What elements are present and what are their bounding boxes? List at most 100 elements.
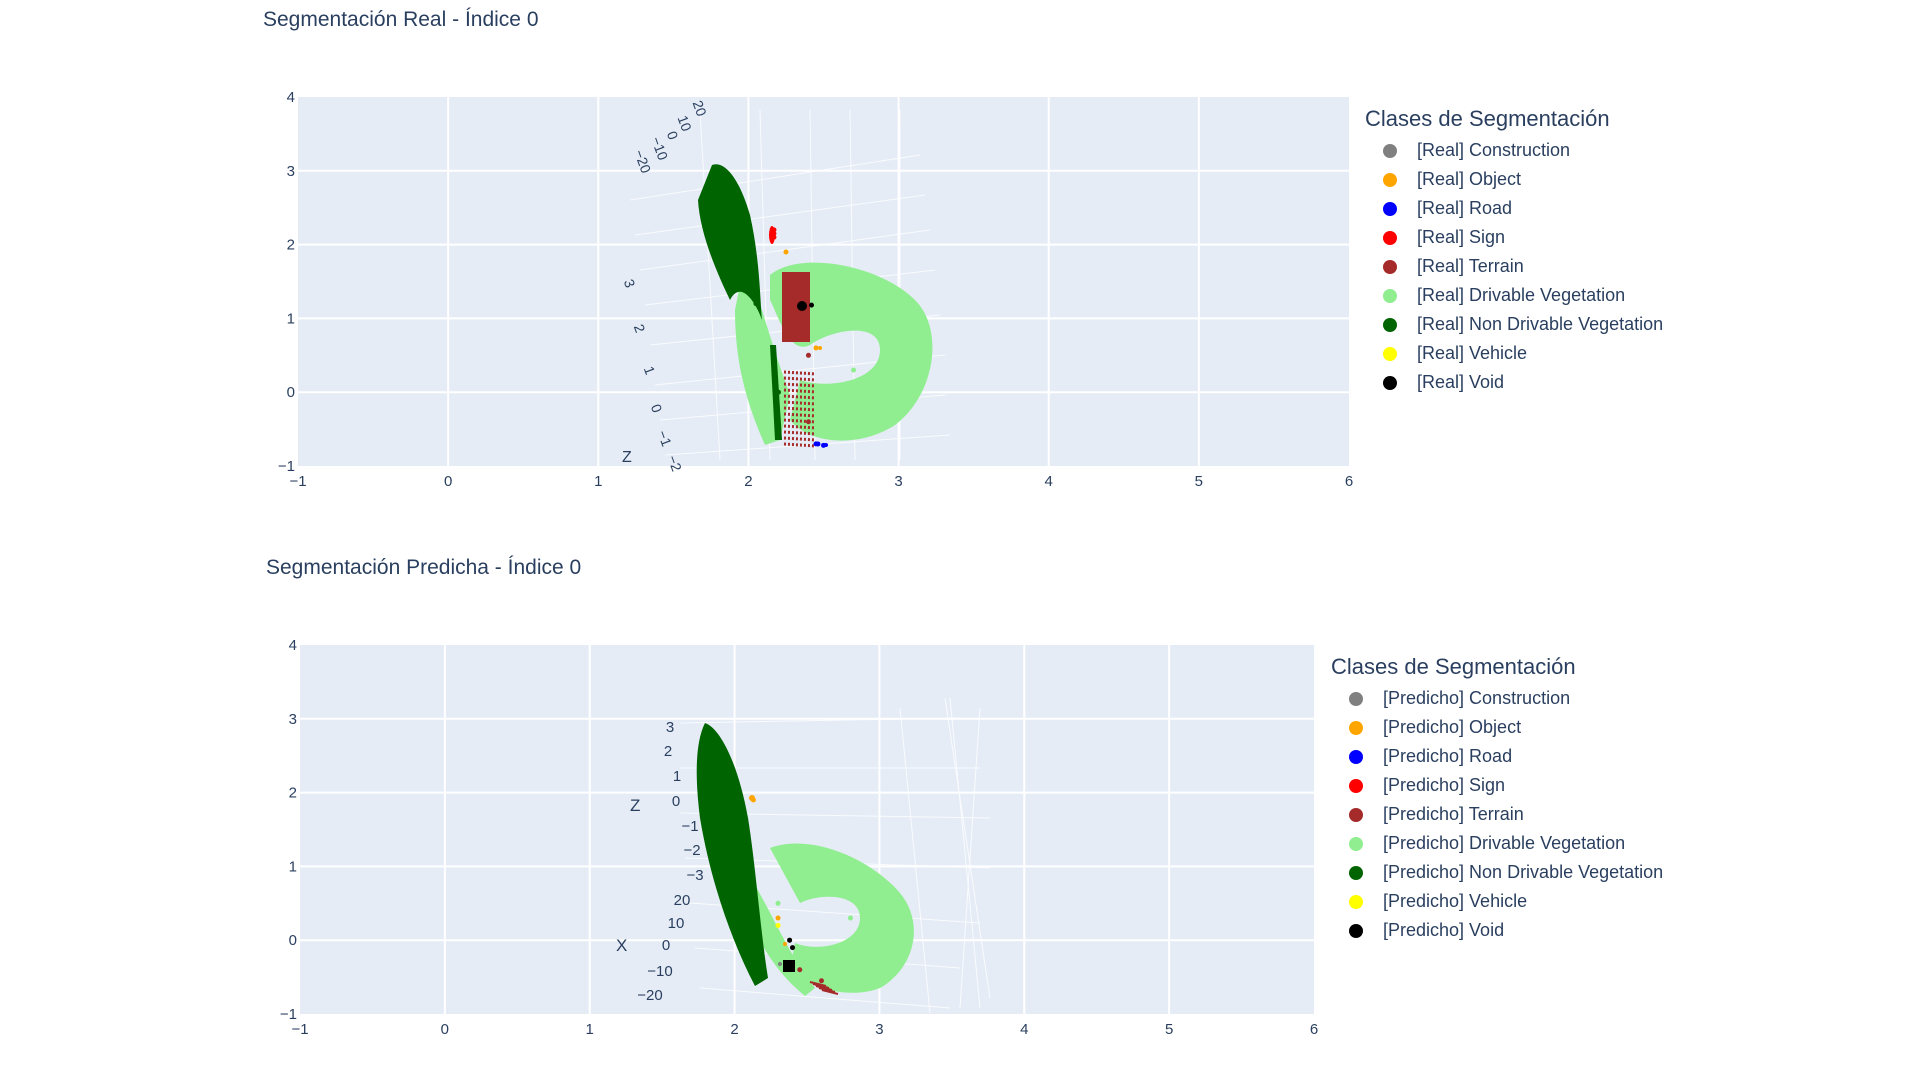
data-point <box>805 419 811 425</box>
scene-axis-title-z: Z <box>622 449 632 466</box>
data-point <box>805 352 811 358</box>
legend-label: [Real] Vehicle <box>1417 343 1528 363</box>
scene-tick-label: −20 <box>631 147 654 175</box>
legend-item[interactable]: [Predicho] Road <box>1331 742 1663 771</box>
legend-item[interactable]: [Predicho] Drivable Vegetation <box>1331 829 1663 858</box>
data-point <box>750 797 756 803</box>
legend-marker <box>1349 807 1363 822</box>
legend-item[interactable]: [Real] Object <box>1365 165 1663 194</box>
data-point <box>847 915 853 921</box>
legend-label: [Real] Object <box>1417 169 1522 189</box>
data-point <box>775 389 781 395</box>
terrain-cloud <box>783 442 816 448</box>
legend-label: [Real] Construction <box>1417 140 1571 160</box>
legend-item[interactable]: [Real] Void <box>1365 368 1663 397</box>
data-point <box>717 790 723 796</box>
legend-item[interactable]: [Real] Road <box>1365 194 1663 223</box>
legend-marker <box>1383 375 1397 390</box>
legend-item[interactable]: [Predicho] Void <box>1331 916 1663 945</box>
legend-label: [Predicho] Sign <box>1383 775 1506 795</box>
legend-item[interactable]: [Real] Vehicle <box>1365 339 1663 368</box>
legend-item[interactable]: [Real] Sign <box>1365 223 1663 252</box>
legend-item[interactable]: [Real] Drivable Vegetation <box>1365 281 1663 310</box>
scene-grid-line <box>699 109 721 461</box>
x-tick-label: 4 <box>1045 473 1053 490</box>
terrain-cloud <box>809 981 827 987</box>
data-point <box>813 441 819 447</box>
terrain-cloud <box>815 985 833 991</box>
legend-marker <box>1383 143 1397 158</box>
legend-label: [Predicho] Object <box>1383 717 1522 737</box>
scene-grid-line <box>699 987 951 1009</box>
void-cloud <box>797 301 807 311</box>
object-cloud <box>783 942 787 946</box>
legend-item[interactable]: [Predicho] Terrain <box>1331 800 1663 829</box>
y-tick-label: 2 <box>289 785 297 802</box>
legend-marker <box>1349 923 1363 938</box>
scene-tick-label: −2 <box>683 842 700 859</box>
y-tick-label: 4 <box>287 89 295 106</box>
x-tick-label: 0 <box>441 1021 449 1038</box>
x-tick-label: 1 <box>594 473 602 490</box>
legend-marker <box>1349 778 1363 793</box>
legend-item[interactable]: [Real] Non Drivable Vegetation <box>1365 310 1663 339</box>
data-point <box>798 293 804 299</box>
legend-label: [Predicho] Void <box>1383 920 1505 940</box>
legend-item[interactable]: [Real] Terrain <box>1365 252 1663 281</box>
x-tick-label: 6 <box>1345 473 1353 490</box>
y-tick-label: −1 <box>278 458 295 475</box>
x-tick-label: −1 <box>291 1021 308 1038</box>
legend-item[interactable]: [Predicho] Non Drivable Vegetation <box>1331 858 1663 887</box>
scene-tick-label: 20 <box>674 892 691 909</box>
data-point <box>732 863 738 869</box>
scene-grid-line <box>629 154 921 201</box>
scene-tick-label: −2 <box>664 453 685 474</box>
legend-marker <box>1349 894 1363 909</box>
data-point <box>851 367 857 373</box>
x-tick-label: 5 <box>1165 1021 1173 1038</box>
legend-marker <box>1349 836 1363 851</box>
scene-tick-label: 10 <box>675 113 695 133</box>
terrain-cloud <box>783 412 816 418</box>
data-point <box>753 301 759 307</box>
x-tick-label: 5 <box>1195 473 1203 490</box>
scene-grid-line <box>959 707 981 1009</box>
legend-item[interactable]: [Predicho] Object <box>1331 713 1663 742</box>
y-tick-label: 0 <box>287 384 295 401</box>
x-tick-label: 3 <box>894 473 902 490</box>
legend-marker <box>1349 691 1363 706</box>
legend-marker <box>1383 346 1397 361</box>
legend-label: [Predicho] Vehicle <box>1383 891 1528 911</box>
legend-item[interactable]: [Predicho] Vehicle <box>1331 887 1663 916</box>
data-point <box>896 360 902 366</box>
legend-item[interactable]: [Predicho] Sign <box>1331 771 1663 800</box>
terrain-cloud <box>783 388 816 394</box>
x-tick-label: 2 <box>730 1021 738 1038</box>
legend-marker <box>1383 259 1397 274</box>
data-point <box>818 978 824 984</box>
legend-item[interactable]: [Predicho] Construction <box>1331 684 1663 713</box>
data-point <box>775 900 781 906</box>
legend-marker <box>1383 230 1397 245</box>
legend-item[interactable]: [Real] Construction <box>1365 136 1663 165</box>
void-cloud <box>783 960 795 972</box>
scene-tick-label: 3 <box>666 719 674 736</box>
x-tick-label: 3 <box>875 1021 883 1038</box>
scene-tick-label: 1 <box>673 768 681 785</box>
data-point <box>797 967 803 973</box>
figure-real: Segmentación Real - Índice 0 −1 0 1 2 3 4 5 6 −1… <box>0 0 1920 540</box>
legend-label: [Real] Road <box>1417 198 1513 218</box>
terrain-cloud <box>783 400 816 406</box>
scene-tick-label: 0 <box>672 793 680 810</box>
terrain-cloud <box>783 424 816 430</box>
legend-label: [Predicho] Drivable Vegetation <box>1383 833 1626 853</box>
legend-title: Clases de Segmentación <box>1331 654 1576 679</box>
data-point <box>771 234 777 240</box>
data-point <box>775 915 781 921</box>
legend-title: Clases de Segmentación <box>1365 106 1610 131</box>
y-tick-label: 4 <box>289 637 297 654</box>
legend-marker <box>1383 288 1397 303</box>
x-tick-label: 6 <box>1310 1021 1318 1038</box>
